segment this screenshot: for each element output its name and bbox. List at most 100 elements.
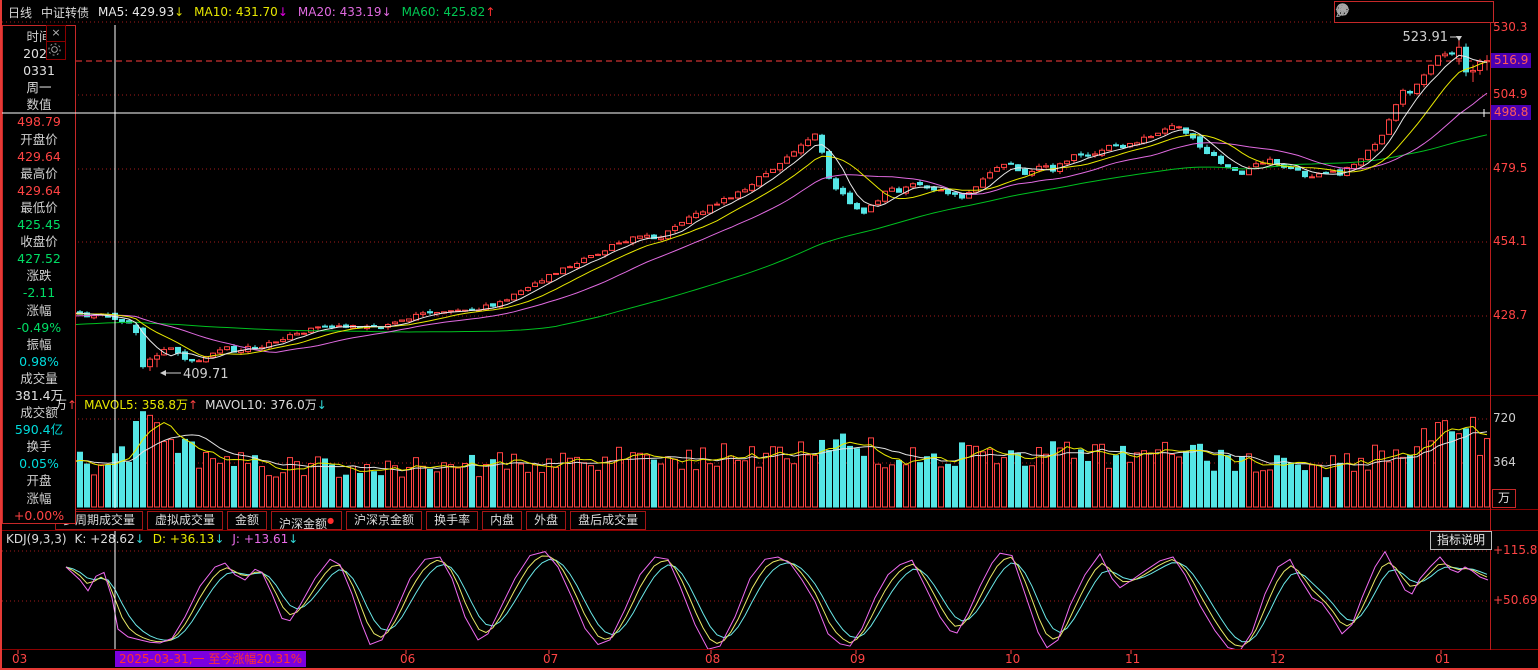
info-value: 590.4亿	[14, 422, 64, 438]
up-arrow-icon: ↑	[67, 397, 78, 412]
down-arrow-icon: ↓	[316, 397, 327, 412]
info-label: 涨跌	[26, 268, 52, 284]
symbol-name[interactable]: 中证转债	[41, 5, 90, 20]
mavol10-label: MAVOL10:	[205, 397, 267, 412]
kdj-axis-label: +115.8	[1493, 543, 1538, 557]
window-border	[1538, 0, 1540, 670]
info-label: 开盘	[26, 473, 52, 489]
month-label: 10	[1005, 652, 1021, 666]
tab-虚拟成交量[interactable]: 虚拟成交量	[147, 511, 224, 530]
info-value: 429.64	[17, 148, 61, 164]
info-label: 振幅	[26, 336, 52, 352]
volume-axis-label: 720	[1493, 411, 1516, 425]
kdj-lines	[65, 550, 1489, 649]
kdj-header: KDJ(9,3,3) K: +28.62↓ D: +36.13↓ J: +13.…	[6, 531, 298, 547]
high-price-label: 523.91	[1403, 30, 1449, 45]
candlesticks	[63, 40, 1490, 372]
info-label: 最低价	[20, 199, 58, 215]
info-value: 381.4万	[14, 387, 64, 403]
month-label: 08	[705, 652, 721, 666]
mavol5-value: 358.8万	[141, 398, 189, 412]
lock-open-icon[interactable]	[1338, 4, 1451, 20]
month-label: 03	[12, 652, 28, 666]
info-value: 427.52	[17, 251, 61, 267]
info-label: 涨幅	[26, 302, 52, 318]
tab-换手率[interactable]: 换手率	[426, 511, 479, 530]
month-label: 11	[1125, 652, 1141, 666]
tab-沪深京金额[interactable]: 沪深京金额	[346, 511, 423, 530]
ma-item: MA5: 429.93↓	[98, 5, 185, 19]
period-label[interactable]: 日线	[8, 5, 33, 20]
info-label: 成交量	[20, 370, 58, 386]
tab-沪深金额[interactable]: 沪深金额●	[271, 511, 343, 531]
volume-bars	[63, 411, 1490, 508]
ma-item: MA20: 433.19↓	[297, 5, 392, 19]
info-label: 最高价	[20, 165, 58, 181]
trash-icon[interactable]	[1337, 4, 1412, 20]
title-bar: 日线 中证转债 MA5: 429.93↓ MA10: 431.70↓ MA20: 4…	[8, 3, 495, 21]
kdj-k: K: +28.62↓	[74, 532, 145, 546]
price-axis-label: 504.9	[1493, 87, 1528, 101]
info-label: 收盘价	[20, 234, 58, 250]
info-value: -0.49%	[16, 319, 62, 335]
mavol10-value: 376.0万	[270, 398, 317, 412]
ma-legend: MA5: 429.93↓ MA10: 431.70↓ MA20: 433.19↓ MA…	[98, 5, 495, 19]
gridlines	[2, 21, 1490, 654]
ma-item: MA60: 425.82↑	[401, 5, 496, 19]
tab-金额[interactable]: 金额	[227, 511, 268, 530]
price-axis-label: 498.8	[1491, 105, 1532, 120]
price-axis-label: 428.7	[1493, 308, 1528, 322]
window-border	[0, 668, 1540, 670]
window-border	[0, 0, 2, 670]
info-value: 429.64	[17, 182, 61, 198]
price-axis-label: 479.5	[1493, 161, 1528, 175]
axis-divider	[1490, 22, 1491, 650]
down-arrow-icon: ↓	[214, 532, 225, 546]
info-value: 0331	[23, 63, 55, 79]
indicator-help-button[interactable]: 指标说明	[1430, 531, 1492, 550]
ma-item: MA10: 431.70↓	[194, 5, 288, 19]
zoom-out-icon[interactable]	[1336, 3, 1491, 20]
month-label: 01	[1435, 652, 1451, 666]
tab-盘后成交量[interactable]: 盘后成交量	[570, 511, 647, 530]
down-arrow-icon: ↓	[288, 532, 299, 546]
down-arrow-icon: ↓	[134, 532, 145, 546]
pen-icon[interactable]	[1336, 5, 1372, 20]
info-value: 周一	[26, 80, 52, 96]
indicator-tabs: 多周期成交量 虚拟成交量 金额 沪深金额● 沪深京金额 换手率 内盘 外盘 盘后成交量	[55, 511, 647, 531]
tab-多周期成交量[interactable]: 多周期成交量	[55, 511, 144, 530]
crosshair-date-label: 2025-03-31,一 至今涨幅20.31%	[115, 651, 307, 667]
gear-icon[interactable]	[46, 41, 66, 60]
info-value: 498.79	[17, 114, 61, 130]
tab-外盘[interactable]: 外盘	[526, 511, 567, 530]
price-axis-label: 530.3	[1493, 20, 1528, 34]
month-label: 09	[850, 652, 866, 666]
up-arrow-icon: ↑	[188, 397, 199, 412]
zoom-in-icon[interactable]	[1336, 3, 1471, 20]
month-label: 07	[543, 652, 559, 666]
kdj-name: KDJ(9,3,3)	[6, 532, 67, 546]
low-price-label: 409.71	[183, 367, 229, 382]
hand-icon[interactable]	[1337, 4, 1431, 20]
price-axis-label: 454.1	[1493, 234, 1528, 248]
info-value: 0.05%	[19, 456, 59, 472]
info-label: 成交额	[20, 405, 58, 421]
volume-axis-label: 364	[1493, 455, 1516, 469]
info-label: 时间	[26, 29, 52, 44]
info-value: 425.45	[17, 217, 61, 233]
volume-unit-tail: 万	[55, 398, 68, 412]
kdj-j: J: +13.61↓	[232, 532, 299, 546]
kdj-d: D: +36.13↓	[152, 532, 225, 546]
eye-icon[interactable]	[1335, 5, 1392, 20]
tab-内盘[interactable]: 内盘	[482, 511, 523, 530]
volume-header: 万 ↑ MAVOL5: 358.8万 ↑ MAVOL10: 376.0万 ↓	[55, 397, 327, 413]
volume-axis-unit: 万	[1492, 489, 1516, 508]
month-label: 12	[1270, 652, 1286, 666]
chart-toolbar	[1334, 1, 1494, 23]
annotations: 523.91 409.71	[160, 30, 1462, 382]
info-label: 换手	[26, 439, 52, 455]
info-rows: 时间 2025 0331 周一 数值 498.79 开盘价 429.64 最高价 429.64 最低…	[3, 26, 75, 524]
mavol5-label: MAVOL5:	[84, 397, 138, 412]
